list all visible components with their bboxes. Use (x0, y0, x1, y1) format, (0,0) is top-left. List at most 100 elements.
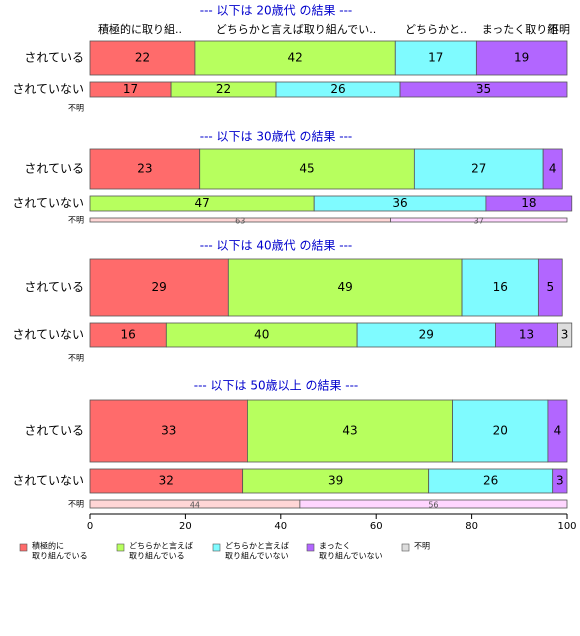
data-label: 16 (493, 280, 508, 294)
bar-segment (485, 195, 573, 212)
bar-segment (542, 148, 563, 190)
bar-segment (399, 81, 568, 98)
legend-label: まったく (319, 542, 351, 551)
group-title: --- 以下は 50歳以上 の結果 --- (194, 379, 359, 393)
bar-segment (552, 468, 568, 494)
data-label: 13 (519, 328, 534, 342)
data-label: 3 (556, 474, 564, 488)
data-label: 36 (392, 196, 407, 210)
data-label: 29 (152, 280, 167, 294)
data-label: 22 (216, 82, 231, 96)
x-tick-label: 40 (274, 521, 287, 532)
bar-segment (495, 322, 558, 348)
legend-label: 積極的に (32, 541, 64, 551)
data-label: 42 (287, 51, 302, 65)
data-label: 23 (137, 162, 152, 176)
legend-swatch (212, 543, 221, 552)
data-label: 45 (299, 162, 314, 176)
x-tick-label: 20 (179, 521, 192, 532)
legend-swatch (19, 543, 28, 552)
bar-segment (390, 217, 568, 223)
data-label: 19 (514, 51, 529, 65)
bar-segment (247, 399, 453, 463)
row-label: されていない (12, 328, 84, 342)
bar-segment (428, 468, 554, 494)
data-label: 20 (493, 424, 508, 438)
row-label: 不明 (68, 500, 84, 509)
data-label: 37 (474, 217, 484, 226)
column-header-label: 不明 (548, 23, 570, 36)
row-label: されていない (12, 82, 84, 96)
data-label: 56 (428, 501, 438, 510)
data-label: 39 (328, 474, 343, 488)
data-label: 63 (235, 217, 245, 226)
row-label: 不明 (68, 354, 84, 363)
data-label: 27 (471, 162, 486, 176)
legend-label: 取り組んでいる (32, 551, 88, 561)
bar-segment (475, 40, 568, 76)
x-tick-label: 0 (87, 521, 93, 532)
bar-segment (89, 40, 196, 76)
bar-segment (89, 322, 167, 348)
row-label: されている (24, 162, 84, 176)
x-tick-label: 80 (465, 521, 478, 532)
row-label: されていない (12, 196, 84, 210)
data-label: 47 (194, 196, 209, 210)
data-label: 43 (342, 424, 357, 438)
bar-segment (299, 499, 568, 509)
legend-label: どちらかと言えば (225, 541, 289, 551)
bar-segment (394, 40, 477, 76)
column-header-label: 積極的に取り組.. (98, 22, 182, 36)
bar-segment (356, 322, 496, 348)
bar-segment (89, 148, 201, 190)
data-label: 4 (554, 424, 562, 438)
data-label: 49 (338, 280, 353, 294)
row-label: されていない (12, 474, 84, 488)
bar-segment (413, 148, 544, 190)
group-title: --- 以下は 30歳代 の結果 --- (200, 130, 353, 144)
row-label: されている (24, 280, 84, 294)
data-label: 35 (476, 82, 491, 96)
data-label: 22 (135, 51, 150, 65)
data-label: 44 (190, 501, 200, 510)
group-title: --- 以下は 40歳代 の結果 --- (200, 239, 353, 253)
row-label: されている (24, 51, 84, 65)
data-label: 26 (483, 474, 498, 488)
row-label: されている (24, 424, 84, 438)
data-label: 16 (121, 328, 136, 342)
column-header-label: どちらかと言えば取り組んでい.. (216, 23, 376, 36)
data-label: 17 (123, 82, 138, 96)
data-label: 26 (330, 82, 345, 96)
x-tick-label: 60 (370, 521, 383, 532)
bar-segment (89, 399, 248, 463)
legend-swatch (116, 543, 125, 552)
column-header-label: どちらかと.. (405, 23, 467, 36)
bar-segment (461, 258, 539, 317)
bar-segment (452, 399, 549, 463)
data-label: 3 (561, 328, 569, 342)
data-label: 29 (419, 328, 434, 342)
group-title: --- 以下は 20歳代 の結果 --- (200, 4, 353, 18)
bar-segment (165, 322, 358, 348)
bar-segment (227, 258, 463, 317)
legend-swatch (306, 543, 315, 552)
bar-segment (89, 258, 229, 317)
legend-label: 取り組んでいる (129, 551, 185, 561)
bar-segment (537, 258, 563, 317)
data-label: 4 (549, 162, 557, 176)
legend-label: どちらかと言えば (129, 541, 193, 551)
bar-segment (199, 148, 415, 190)
data-label: 40 (254, 328, 269, 342)
data-label: 17 (428, 51, 443, 65)
bar-segment (547, 399, 568, 463)
legend-label: 取り組んでいない (319, 551, 383, 561)
legend-label: 不明 (414, 542, 430, 551)
data-label: 18 (521, 196, 536, 210)
x-tick-label: 100 (557, 521, 576, 532)
bar-segment (557, 322, 573, 348)
column-header-label: まったく取り組 (482, 23, 559, 36)
bar-segment (194, 40, 396, 76)
data-label: 32 (159, 474, 174, 488)
legend-swatch (401, 543, 410, 552)
